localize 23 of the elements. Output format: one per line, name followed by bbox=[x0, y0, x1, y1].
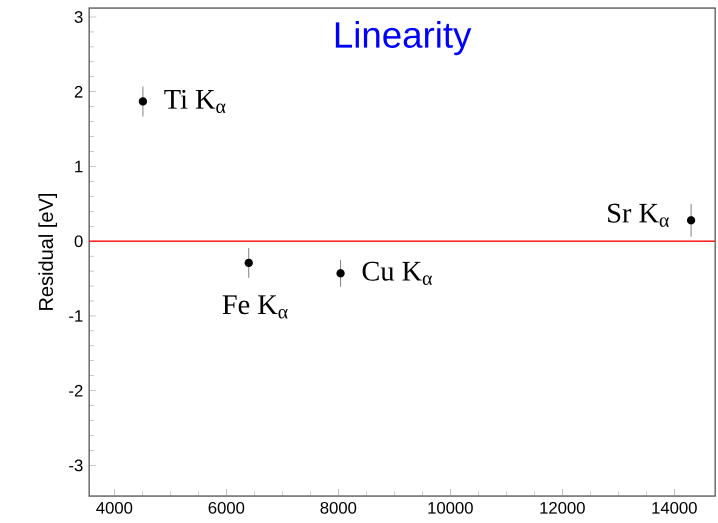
x-tick-label: 12000 bbox=[540, 502, 585, 514]
chart-title: Linearity bbox=[336, 20, 472, 56]
x-tick-label: 14000 bbox=[652, 502, 697, 514]
y-axis-title: Residual [eV] bbox=[38, 194, 58, 310]
point bbox=[244, 258, 253, 268]
x-tick-label: 10000 bbox=[428, 502, 473, 514]
point bbox=[686, 216, 696, 224]
annotation: Ti K$_{α}$ bbox=[164, 90, 226, 114]
y-tick-label: 1 bbox=[75, 160, 82, 172]
x-tick-label: 6000 bbox=[208, 502, 244, 514]
y-tick-label: -3 bbox=[69, 459, 83, 472]
point bbox=[336, 269, 345, 278]
annotation: Cu K$_{α}$ bbox=[362, 262, 432, 285]
y-tick-label: 3 bbox=[74, 11, 83, 23]
x-tick-label: 4000 bbox=[96, 502, 132, 514]
y-tick-label: -2 bbox=[69, 384, 82, 396]
y-tick-label: 0 bbox=[74, 235, 83, 248]
annotation: Fe K$_{α}$ bbox=[222, 295, 288, 318]
y-tick-label: 2 bbox=[74, 86, 82, 98]
y-tick-label: -1 bbox=[69, 310, 82, 322]
point bbox=[138, 97, 148, 106]
annotation: Sr K$_{α}$ bbox=[608, 204, 669, 227]
x-tick-label: 8000 bbox=[320, 502, 356, 514]
